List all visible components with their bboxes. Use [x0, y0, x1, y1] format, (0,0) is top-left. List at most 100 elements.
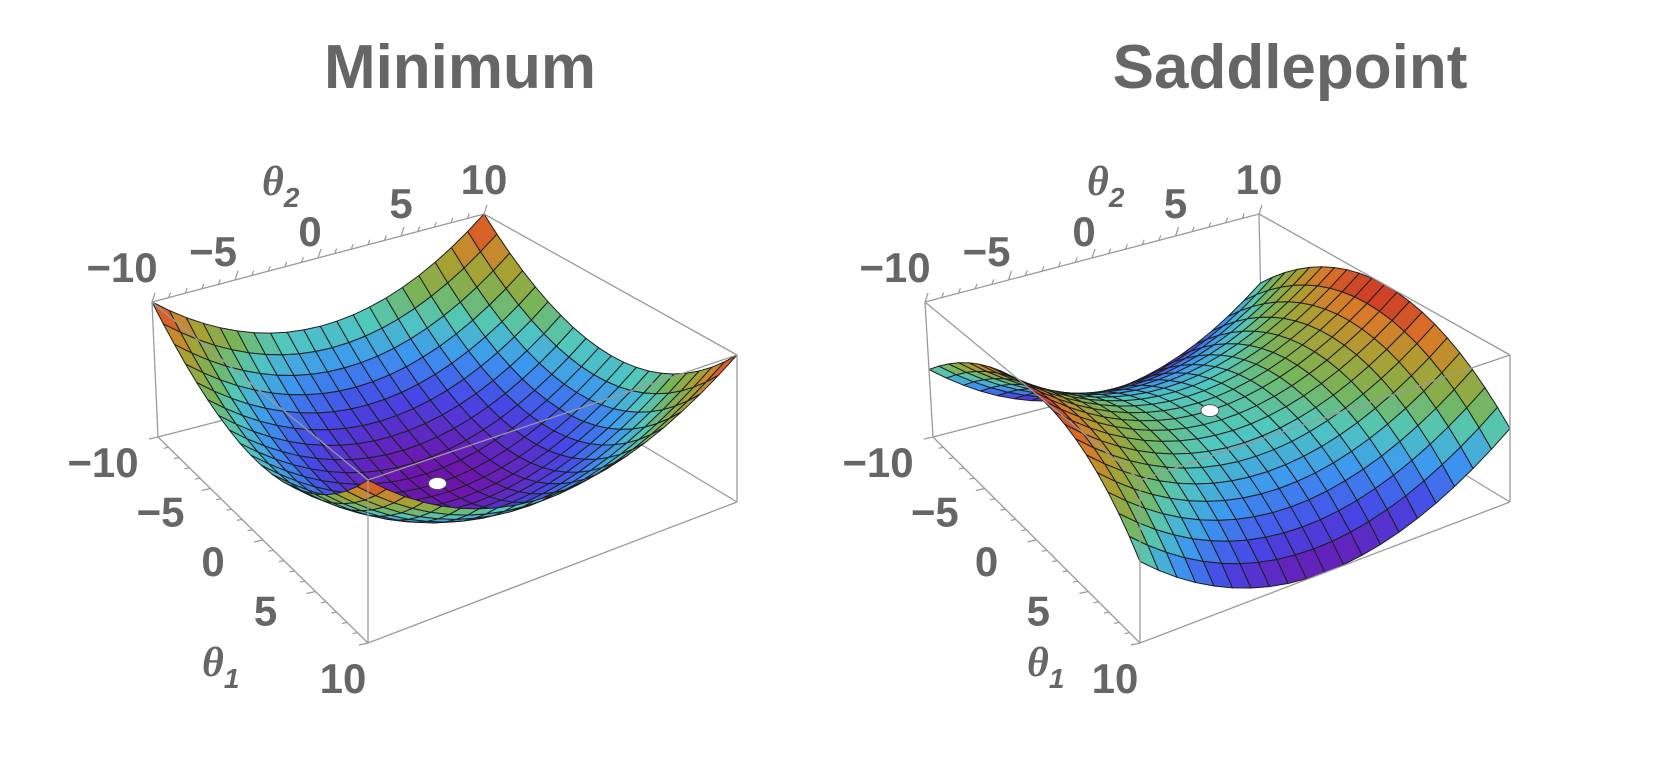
theta1-minor-tick: [1114, 621, 1120, 624]
theta1-minor-tick: [278, 560, 285, 563]
theta1-minor-tick: [320, 601, 327, 604]
theta2-minor-tick: [217, 279, 221, 285]
theta1-tick-label: 10: [320, 655, 367, 702]
theta2-minor-tick: [367, 239, 371, 246]
theta2-minor-tick: [1041, 265, 1045, 272]
theta1-tick-mark: [923, 436, 934, 440]
axis-labels: θ2 θ1: [1027, 159, 1125, 694]
theta1-minor-tick: [1021, 529, 1027, 532]
axis-labels: θ2 θ1: [202, 159, 300, 694]
theta2-tick-mark: [234, 270, 239, 281]
theta1-minor-tick: [331, 611, 337, 614]
theta2-minor-tick: [417, 226, 421, 232]
theta1-tick-label: −10: [842, 439, 913, 486]
theta2-minor-tick: [450, 217, 454, 224]
theta1-minor-tick: [289, 570, 295, 573]
theta2-tick-mark: [1091, 248, 1096, 259]
theta1-minor-tick: [352, 632, 358, 635]
theta2-minor-tick: [334, 248, 338, 254]
theta1-tick-label: 0: [975, 538, 998, 585]
theta2-minor-tick: [251, 270, 255, 276]
theta2-minor-tick: [974, 283, 978, 290]
theta2-minor-tick: [1158, 235, 1162, 241]
box-edge-front: [1139, 501, 1511, 644]
theta2-tick-label: 0: [298, 208, 321, 255]
theta2-tick-label: −5: [963, 228, 1011, 275]
theta2-minor-tick: [284, 261, 288, 268]
theta1-minor-tick: [341, 621, 348, 624]
theta2-tick-label: −10: [859, 244, 930, 291]
theta1-minor-tick: [1062, 570, 1068, 573]
theta1-tick-mark: [253, 539, 264, 543]
theta1-minor-tick: [989, 498, 996, 501]
surface-mesh: [928, 266, 1511, 589]
theta1-tick-mark: [1079, 590, 1089, 595]
theta2-minor-tick: [941, 292, 945, 298]
box-edge-front: [924, 301, 1141, 481]
critical-point-marker: [1200, 404, 1220, 418]
theta2-minor-tick: [300, 257, 304, 263]
theta1-minor-tick: [268, 549, 274, 552]
theta2-axis-label: θ2: [262, 159, 300, 213]
theta2-tick-label: −5: [189, 228, 237, 275]
theta2-tick-label: −10: [86, 244, 157, 291]
theta2-tick-mark: [924, 292, 929, 303]
theta2-minor-tick: [383, 235, 387, 241]
surface-mesh: [151, 213, 738, 524]
theta1-tick-mark: [1130, 642, 1141, 646]
theta2-minor-tick: [1058, 261, 1062, 268]
theta2-minor-tick: [267, 265, 271, 272]
theta2-minor-tick: [350, 243, 354, 250]
theta2-tick-mark: [317, 248, 322, 259]
theta1-minor-tick: [948, 457, 954, 460]
theta1-minor-tick: [1072, 580, 1079, 583]
theta2-minor-tick: [466, 213, 470, 219]
theta2-tick-mark: [400, 226, 405, 237]
theta1-tick-mark: [1027, 539, 1037, 543]
box-edge-front: [151, 301, 369, 481]
theta1-minor-tick: [194, 477, 201, 480]
theta2-minor-tick: [957, 287, 961, 294]
theta1-axis-label: θ1: [202, 640, 239, 694]
theta2-minor-tick: [433, 221, 437, 228]
theta2-tick-mark: [1174, 226, 1180, 237]
theta1-tick-label: 0: [201, 538, 224, 585]
theta1-tick-mark: [148, 436, 159, 440]
theta2-minor-tick: [1208, 221, 1212, 228]
theta1-minor-tick: [247, 529, 253, 532]
theta1-minor-tick: [226, 508, 232, 511]
theta1-minor-tick: [969, 477, 975, 480]
box-edge-front: [367, 354, 738, 481]
theta1-minor-tick: [1093, 601, 1099, 604]
theta1-minor-tick: [1124, 632, 1130, 635]
theta1-minor-tick: [173, 457, 180, 460]
box-edge-front: [924, 301, 934, 438]
theta2-axis-label: θ2: [1087, 159, 1125, 213]
theta2-tick-mark: [1258, 204, 1263, 215]
theta2-minor-tick: [1191, 226, 1195, 232]
theta2-minor-tick: [184, 287, 188, 294]
theta2-tick-label: 5: [1164, 180, 1187, 227]
theta1-tick-label: −10: [67, 439, 138, 486]
theta2-minor-tick: [991, 279, 995, 285]
critical-point-marker: [428, 477, 447, 490]
theta2-minor-tick: [201, 283, 205, 290]
theta2-tick-label: 5: [389, 180, 412, 227]
theta1-minor-tick: [1000, 508, 1006, 511]
theta1-tick-mark: [306, 590, 316, 595]
theta1-minor-tick: [1010, 518, 1016, 521]
theta2-minor-tick: [168, 292, 172, 298]
box-edge-front: [1139, 354, 1511, 481]
theta1-tick-label: −5: [137, 489, 185, 536]
theta1-axis-label: θ1: [1027, 640, 1064, 694]
surface-cell: [1128, 536, 1159, 571]
theta1-minor-tick: [184, 467, 190, 470]
theta2-tick-label: 10: [461, 156, 508, 203]
theta1-tick-mark: [201, 487, 211, 492]
theta1-tick-label: −5: [911, 489, 959, 536]
theta1-minor-tick: [163, 446, 169, 449]
theta2-tick-label: 0: [1072, 208, 1095, 255]
